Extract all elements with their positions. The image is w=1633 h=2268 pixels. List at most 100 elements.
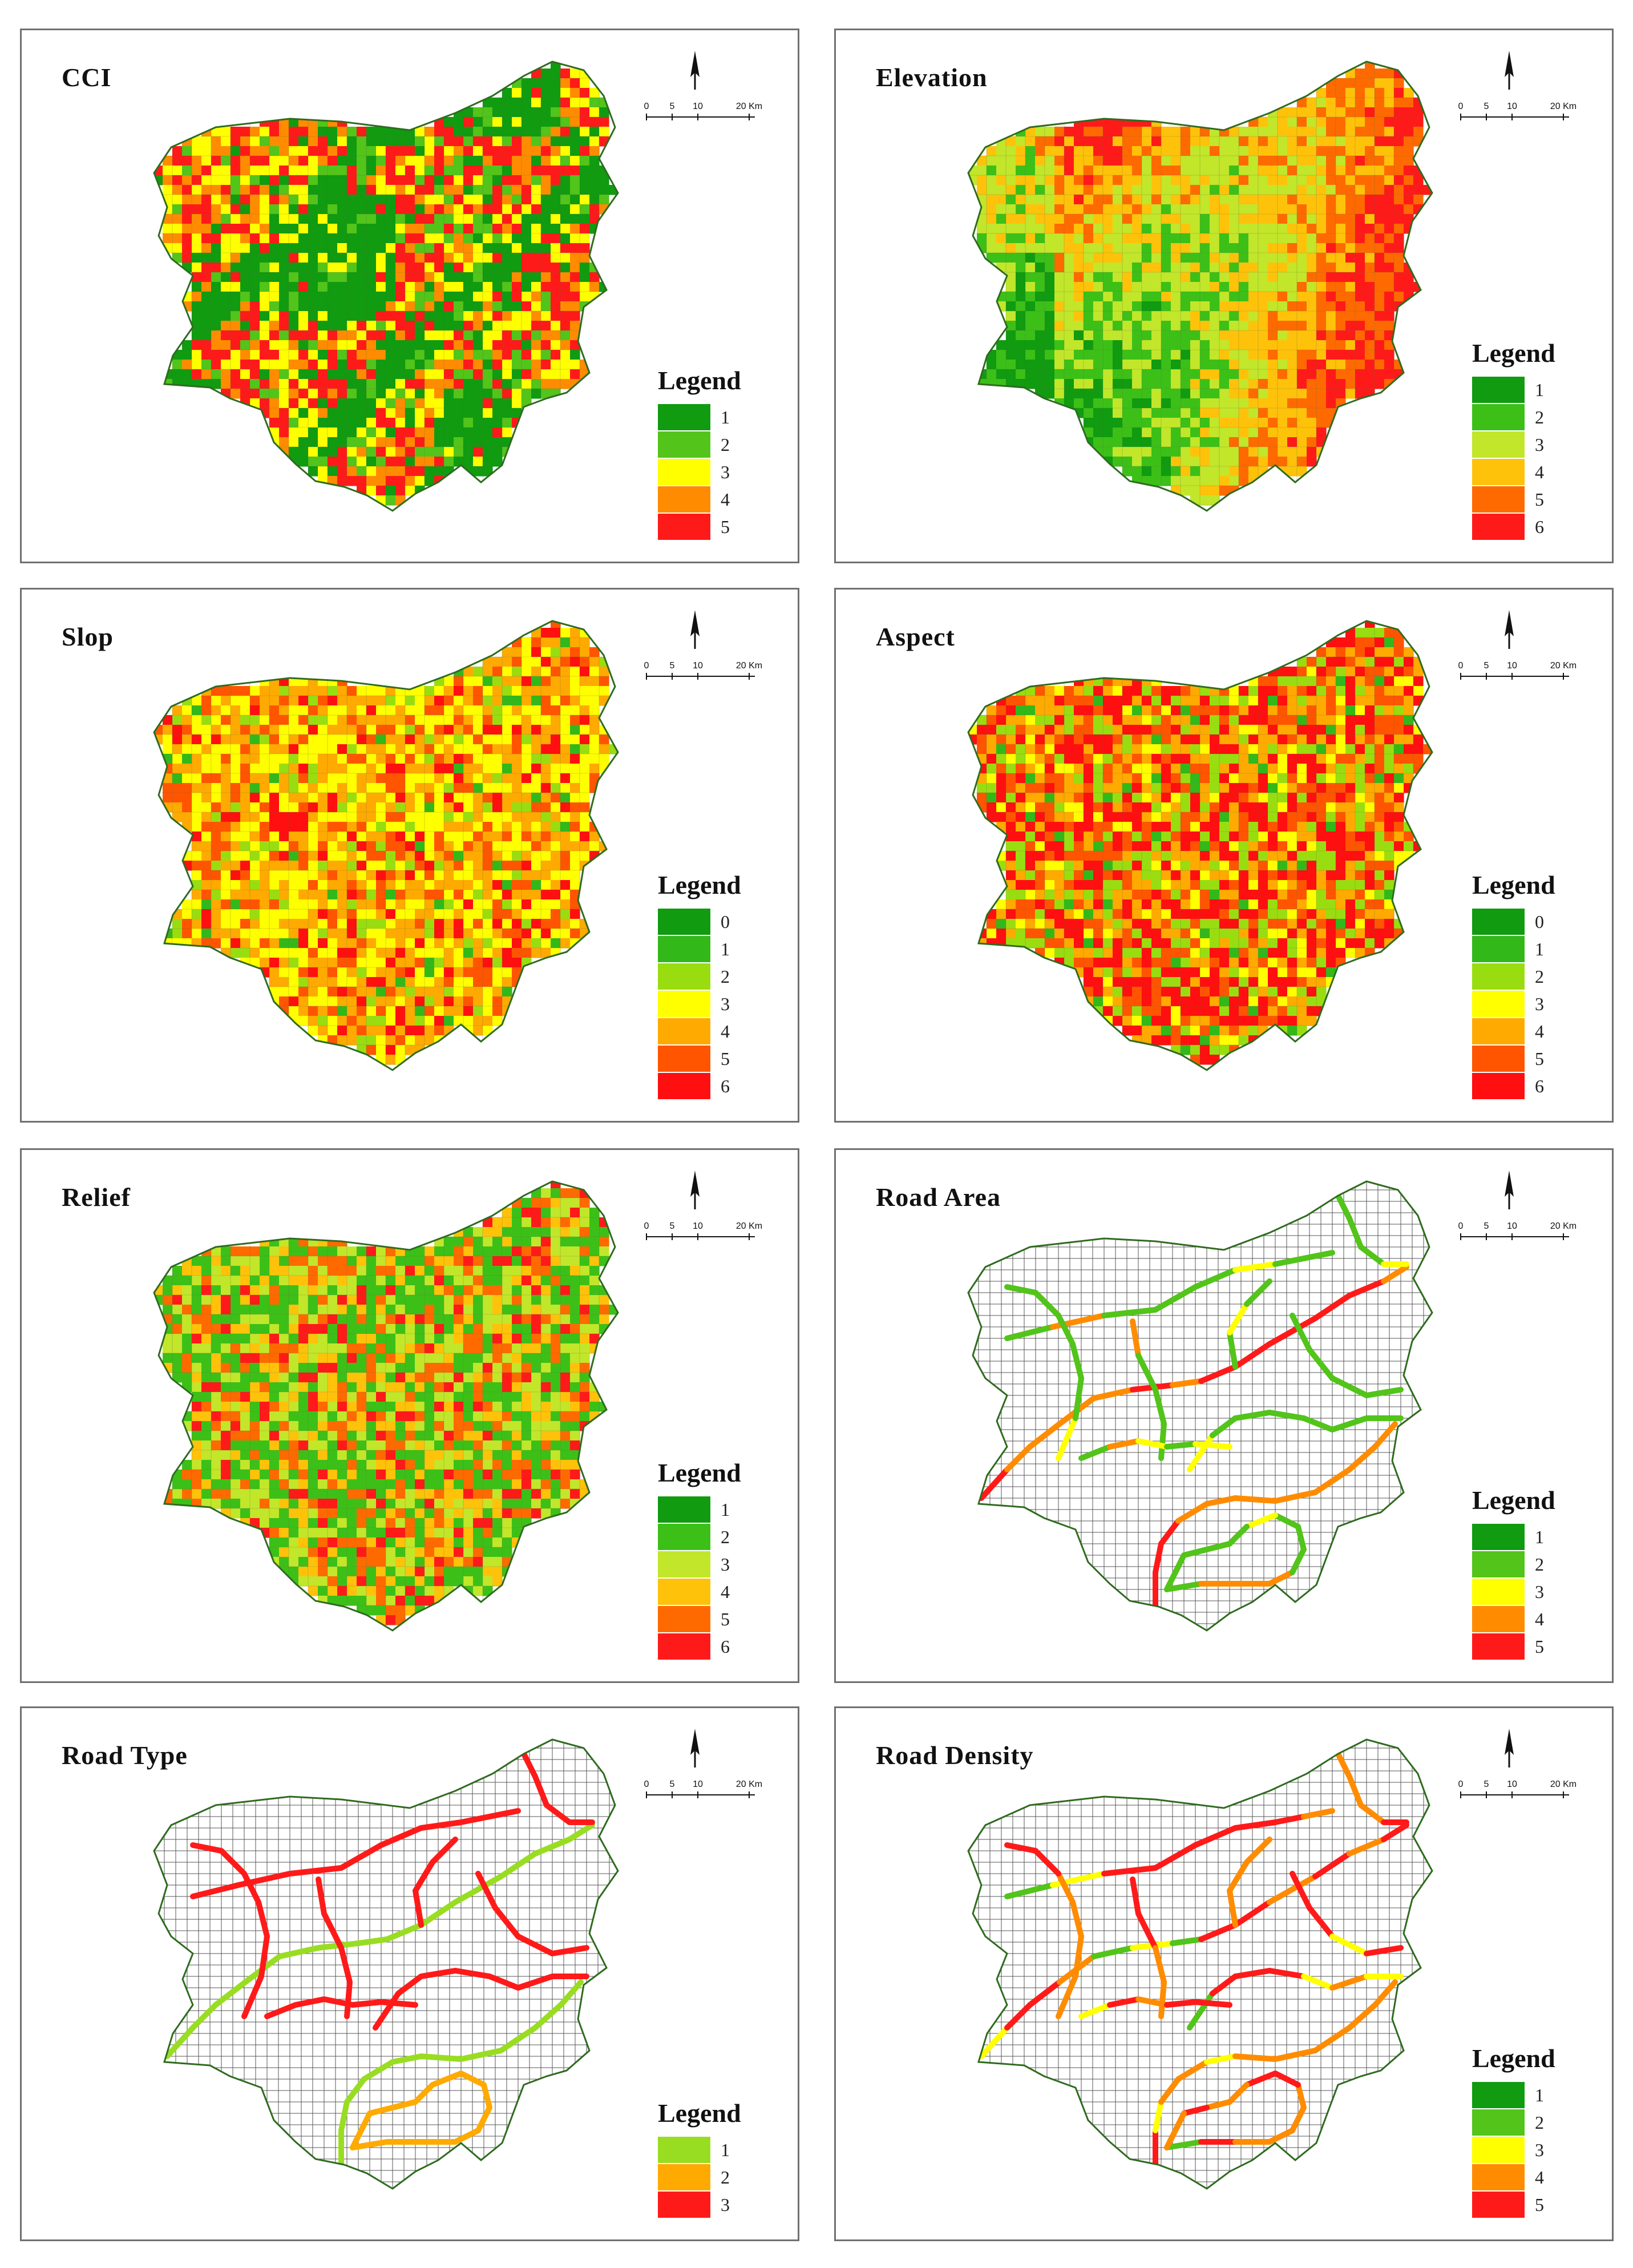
panel-title: CCI (62, 63, 112, 92)
aspect-boundary (967, 620, 1433, 1071)
road-segment (1381, 1822, 1409, 1842)
legend: Legend 1 2 3 4 5 (658, 365, 741, 540)
road-segment (1232, 2053, 1278, 2062)
road-type-roads (164, 1751, 595, 2168)
scale-tick-label: 10 (1507, 102, 1517, 111)
scale-tick-label: 20 Km (1550, 1221, 1577, 1231)
road-segment (1272, 1814, 1307, 1825)
legend-label: 5 (1535, 2194, 1544, 2215)
legend-swatch (1472, 991, 1525, 1017)
road-segment (1210, 1974, 1238, 1996)
legend-item: 4 (658, 1578, 741, 1605)
cci-map-svg (153, 60, 619, 512)
north-arrow-icon (690, 1729, 700, 1767)
legend-item: 2 (1472, 2109, 1555, 2136)
road-segment (1227, 2082, 1250, 2105)
road-segment (1164, 1552, 1187, 1592)
road-segment (1175, 2059, 1210, 2082)
road-segment (1364, 1945, 1404, 1956)
legend-label: 4 (1535, 1608, 1544, 1629)
scale-bar: 0 5 10 20 Km (644, 102, 762, 120)
scale-tick-label: 10 (1507, 1221, 1517, 1231)
legend-swatch (1472, 431, 1525, 458)
elevation-map-svg (967, 60, 1433, 512)
legend-swatch (658, 963, 710, 990)
scale-bar: 0 5 10 20 Km (1458, 102, 1577, 120)
legend: Legend 1 2 3 4 5 6 (1472, 338, 1555, 540)
road-line (521, 1751, 595, 1825)
road-segment (1329, 1415, 1369, 1432)
road-line (316, 1876, 353, 2019)
road-segment (1301, 1808, 1335, 1819)
scale-tick-label: 20 Km (1550, 102, 1577, 111)
legend-label: 4 (721, 1581, 730, 1602)
legend-item: 1 (1472, 2081, 1555, 2109)
legend-swatch (658, 1018, 710, 1044)
north-arrow-icon (1505, 610, 1514, 649)
road-density-map-svg (967, 1738, 1433, 2190)
legend-title: Legend (658, 366, 741, 395)
scale-tick-label: 10 (693, 1221, 703, 1231)
road-segment (1347, 1837, 1387, 1857)
road-segment (1267, 1315, 1318, 1347)
legend-label: 4 (1535, 461, 1544, 482)
road-segment (1091, 1945, 1135, 1959)
legend-swatch (1472, 1551, 1525, 1577)
road-line (338, 1979, 584, 2168)
road-segment (1175, 1501, 1210, 1524)
road-segment (1267, 1968, 1307, 1979)
panel-title: Road Density (876, 1741, 1034, 1770)
road-segment (1158, 1979, 1167, 2019)
road-line (190, 1808, 521, 1899)
panel-title: Elevation (876, 63, 988, 92)
road-segment (1290, 2105, 1307, 2133)
road-segment (1004, 1444, 1033, 1472)
map-panel-relief: Relief 0 5 10 20 Km Legend 1 2 3 4 5 6 (20, 1148, 799, 1683)
road-segment (1135, 1438, 1170, 1450)
legend-label: 3 (721, 2194, 730, 2215)
road-segment (1170, 1378, 1204, 1388)
legend-item: 4 (658, 486, 741, 513)
road-segment (1193, 1267, 1238, 1290)
scale-bar: 0 5 10 20 Km (644, 1221, 762, 1240)
legend-label: 5 (1535, 1048, 1544, 1069)
legend-item: 6 (658, 1633, 741, 1660)
legend-label: 5 (721, 516, 730, 537)
legend-item: 5 (1472, 486, 1555, 513)
legend-title: Legend (1472, 1486, 1555, 1515)
legend-swatch (1472, 1046, 1525, 1072)
road-segment (1073, 1934, 1084, 1979)
scale-tick-label: 0 (1458, 1221, 1464, 1231)
road-segment (1307, 1347, 1335, 1381)
scale-tick-label: 5 (1484, 661, 1489, 671)
road-segment (1101, 1307, 1158, 1318)
cci-raster-cells (154, 62, 618, 506)
legend-swatch (1472, 2082, 1525, 2108)
elevation-raster-cells (968, 62, 1432, 506)
road-segment (1004, 1842, 1038, 1854)
road-segment (1204, 2053, 1238, 2065)
road-segment (979, 1467, 1010, 1501)
road-segment (1267, 1874, 1318, 1905)
road-line (190, 1842, 270, 2019)
north-arrow-icon (1505, 1729, 1514, 1767)
scale-tick-label: 5 (1484, 102, 1489, 111)
legend-label: 1 (721, 938, 730, 959)
legend-item: 0 (1472, 908, 1555, 935)
road-segment (1358, 1802, 1387, 1825)
slop-raster-cells (154, 621, 618, 1065)
legend-label: 1 (1535, 938, 1544, 959)
road-segment (1210, 1415, 1238, 1438)
legend-label: 6 (1535, 1075, 1544, 1096)
legend-label: 2 (1535, 966, 1544, 987)
legend-label: 4 (721, 1020, 730, 1042)
road-segment (1204, 1495, 1238, 1507)
road-segment (1295, 1524, 1307, 1552)
legend-item: 1 (658, 935, 741, 963)
legend-label: 3 (721, 461, 730, 482)
road-segment (1372, 1421, 1398, 1450)
legend-swatch (1472, 2137, 1525, 2163)
legend-item: 3 (1472, 2136, 1555, 2164)
legend-item: 4 (1472, 1018, 1555, 1045)
road-segment (1164, 2139, 1204, 2150)
